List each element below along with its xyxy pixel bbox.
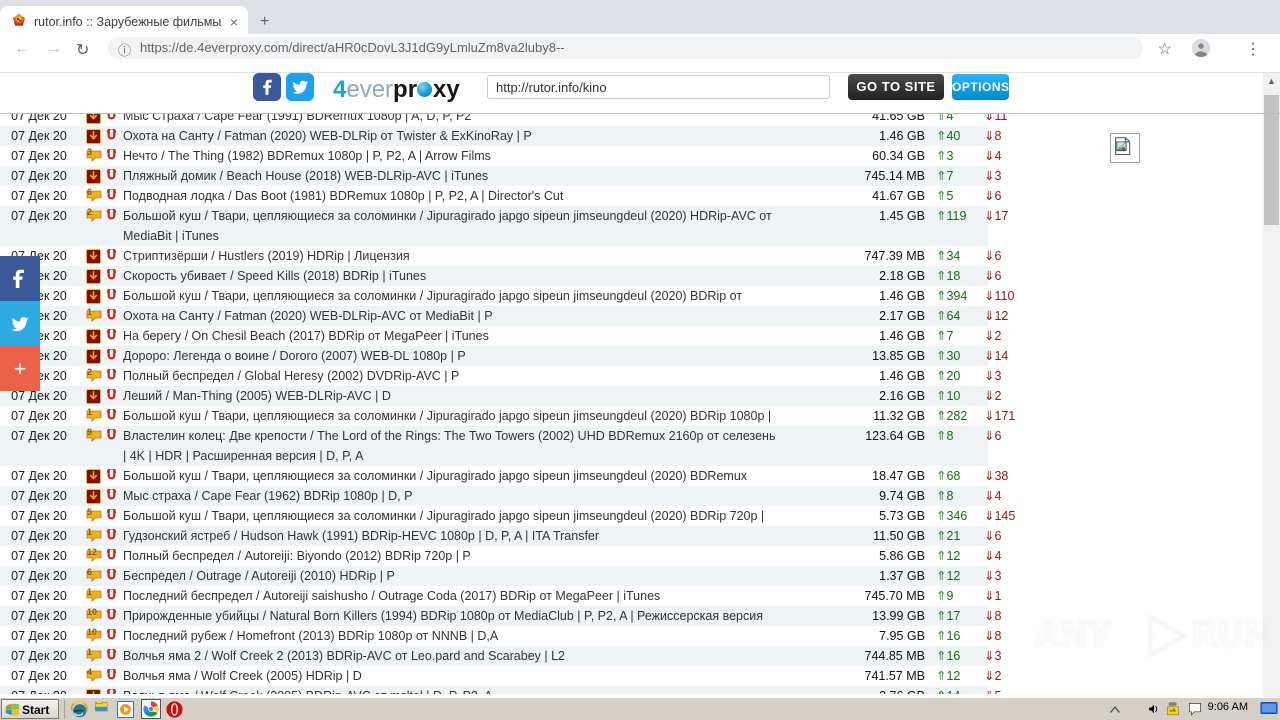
svg-text:RUN: RUN xyxy=(1192,615,1265,654)
svg-text:ANY: ANY xyxy=(1035,615,1112,654)
